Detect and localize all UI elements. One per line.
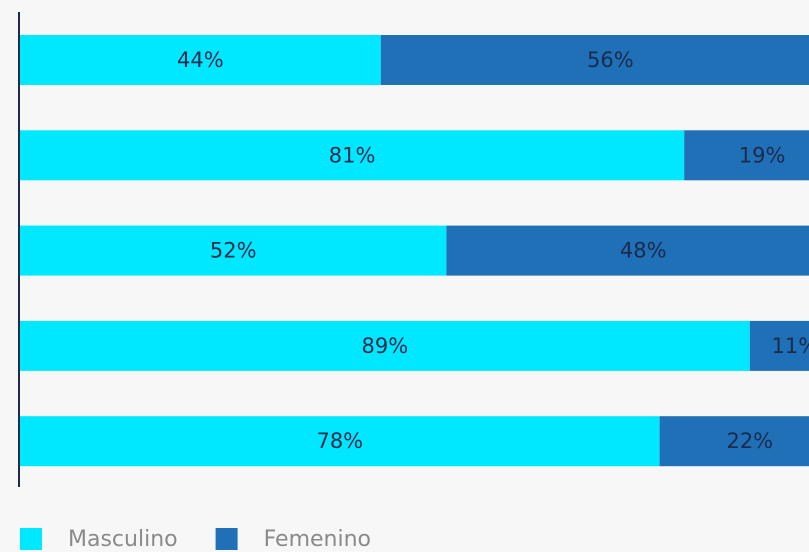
legend-swatch [20,528,42,550]
data-label: 22% [726,429,773,453]
legend-swatch [215,528,238,550]
data-label: 81% [329,143,376,167]
data-label: 56% [587,48,634,72]
legend-label: Masculino [68,527,178,552]
data-label: 19% [739,143,786,167]
bar-segment [20,225,447,276]
legend-label: Femenino [264,527,371,552]
bar-segment [446,225,809,276]
data-label: 11% [772,334,809,358]
bar-segment [659,416,809,467]
bar-segment [20,130,685,181]
data-label: 52% [210,239,257,263]
bar-segment [684,130,809,181]
data-label: 78% [316,429,363,453]
bar-segment [20,320,750,371]
data-label: 89% [362,334,409,358]
bar-segment [749,320,809,371]
bar-segment [380,35,809,85]
data-label: 44% [177,48,224,72]
data-label: 48% [620,239,667,263]
bar-segment [20,35,381,85]
bar-segment [20,416,660,467]
